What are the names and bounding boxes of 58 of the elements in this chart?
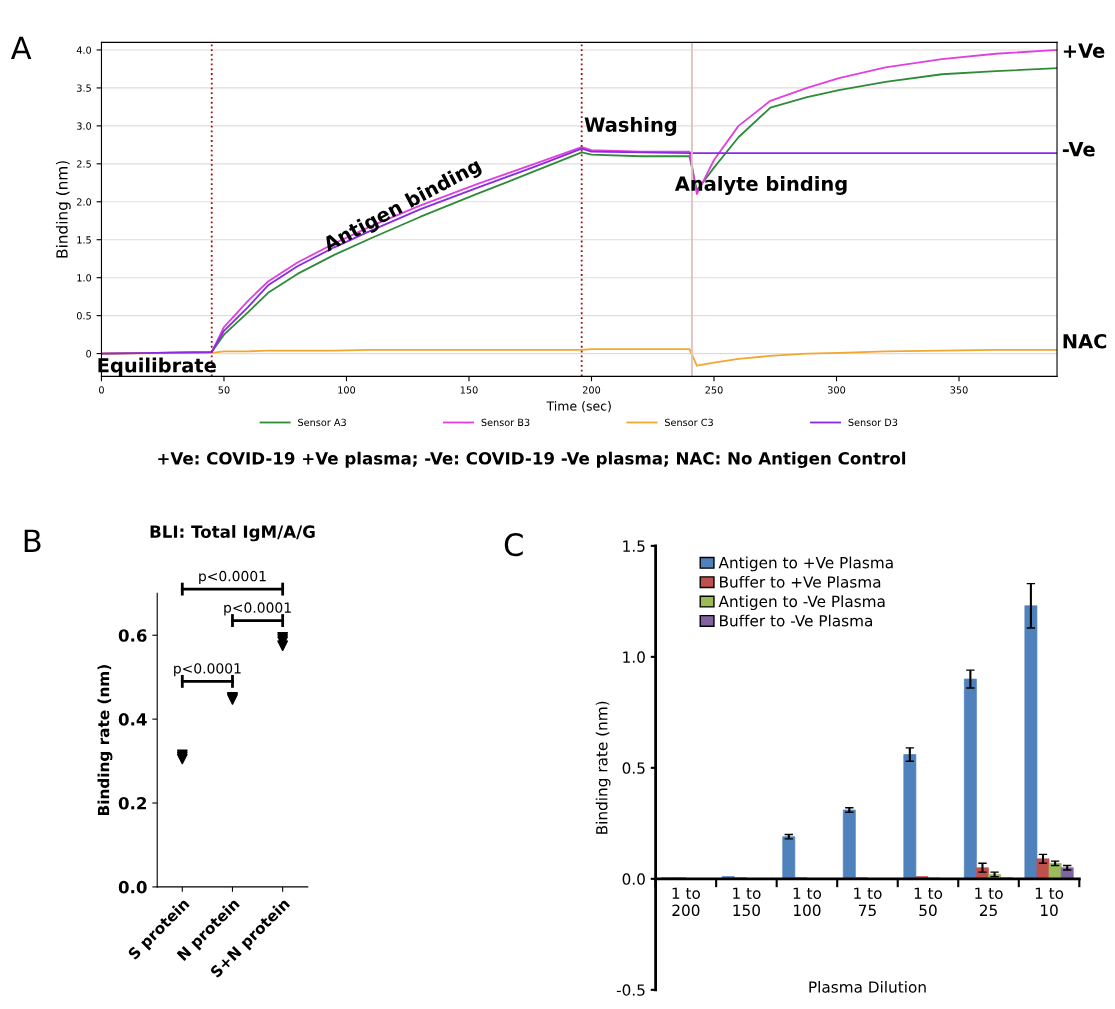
x-tick-label: 250	[705, 386, 723, 394]
y-tick-label: 4.0	[76, 46, 92, 54]
y-tick-label: 3.0	[77, 122, 92, 130]
text: +Ve: COVID-19 +Ve plasma; -Ve: COVID-19 -Ve plasma; NAC: No Antigen Control	[158, 451, 906, 468]
legend-label: Sensor A3	[298, 418, 346, 427]
x-tick-label: 50	[218, 386, 230, 394]
y-tick-label: 3.5	[77, 84, 91, 92]
legend-label: Sensor C3	[664, 418, 713, 427]
legend-label: Sensor B3	[481, 418, 530, 427]
x-tick-label: 200	[582, 386, 601, 394]
legend-label: Buffer to +Ve Plasma	[720, 575, 881, 588]
x-tick-label: 1 to 75	[854, 887, 882, 917]
text: -Ve	[1062, 142, 1095, 157]
x-tick-label: 300	[827, 386, 846, 394]
text: NAC	[1063, 333, 1107, 349]
text: A	[10, 36, 32, 59]
x-axis-title: Time (sec)	[546, 401, 611, 413]
x-tick-label: 1 to 10	[1035, 887, 1064, 917]
annotation: p<0.0001	[224, 602, 291, 616]
y-tick-label: 0	[86, 350, 92, 358]
y-tick-label: 0.2	[118, 796, 147, 810]
y-tick-label: 2.0	[76, 198, 92, 206]
text: B	[24, 529, 41, 552]
x-tick-label: 1 to 100	[793, 887, 822, 917]
legend-label: Antigen to +Ve Plasma	[718, 556, 893, 572]
y-tick-label: 0.6	[118, 629, 147, 642]
text: +Ve	[1063, 43, 1105, 59]
x-tick-label: 150	[460, 386, 478, 394]
y-tick-label: 0.4	[118, 713, 147, 726]
annotation: p<0.0001	[174, 663, 241, 677]
x-tick-label: 1 to 25	[975, 887, 1003, 917]
chart-title: BLI: Total IgM/A/G	[150, 525, 315, 542]
y-tick-label: 1.5	[77, 236, 91, 244]
x-tick-label: 350	[950, 386, 968, 394]
text: p<0.0001	[199, 570, 266, 585]
y-tick-label: 1.0	[77, 274, 92, 282]
y-axis-title: Binding (nm)	[55, 161, 71, 258]
legend-label: Buffer to -Ve Plasma	[720, 614, 872, 627]
x-axis-title: Plasma Dilution	[809, 980, 926, 993]
y-axis-title: Binding rate (nm)	[595, 701, 611, 834]
y-tick-label: 0.5	[622, 762, 645, 774]
y-tick-label: 1.0	[623, 651, 645, 663]
x-tick-label: 1 to 150	[733, 887, 761, 917]
x-tick-label: 1 to 50	[914, 887, 943, 917]
legend-label: Sensor D3	[848, 418, 898, 427]
x-tick-label: 1 to 200	[672, 887, 701, 917]
legend-label: Antigen to -Ve Plasma	[718, 595, 885, 611]
text: C	[504, 533, 523, 557]
y-tick-label: 0.0	[118, 880, 147, 894]
y-tick-label: 1.5	[623, 540, 645, 552]
x-tick-label: 100	[338, 386, 356, 394]
x-tick-label: 0	[99, 386, 104, 394]
y-axis-title: Binding rate (nm)	[97, 665, 113, 816]
y-tick-label: 0.0	[622, 873, 645, 885]
y-tick-label: -0.5	[616, 984, 645, 996]
annotation: Washing	[584, 116, 677, 136]
y-tick-label: 2.5	[76, 160, 91, 168]
y-tick-label: 0.5	[76, 312, 91, 320]
